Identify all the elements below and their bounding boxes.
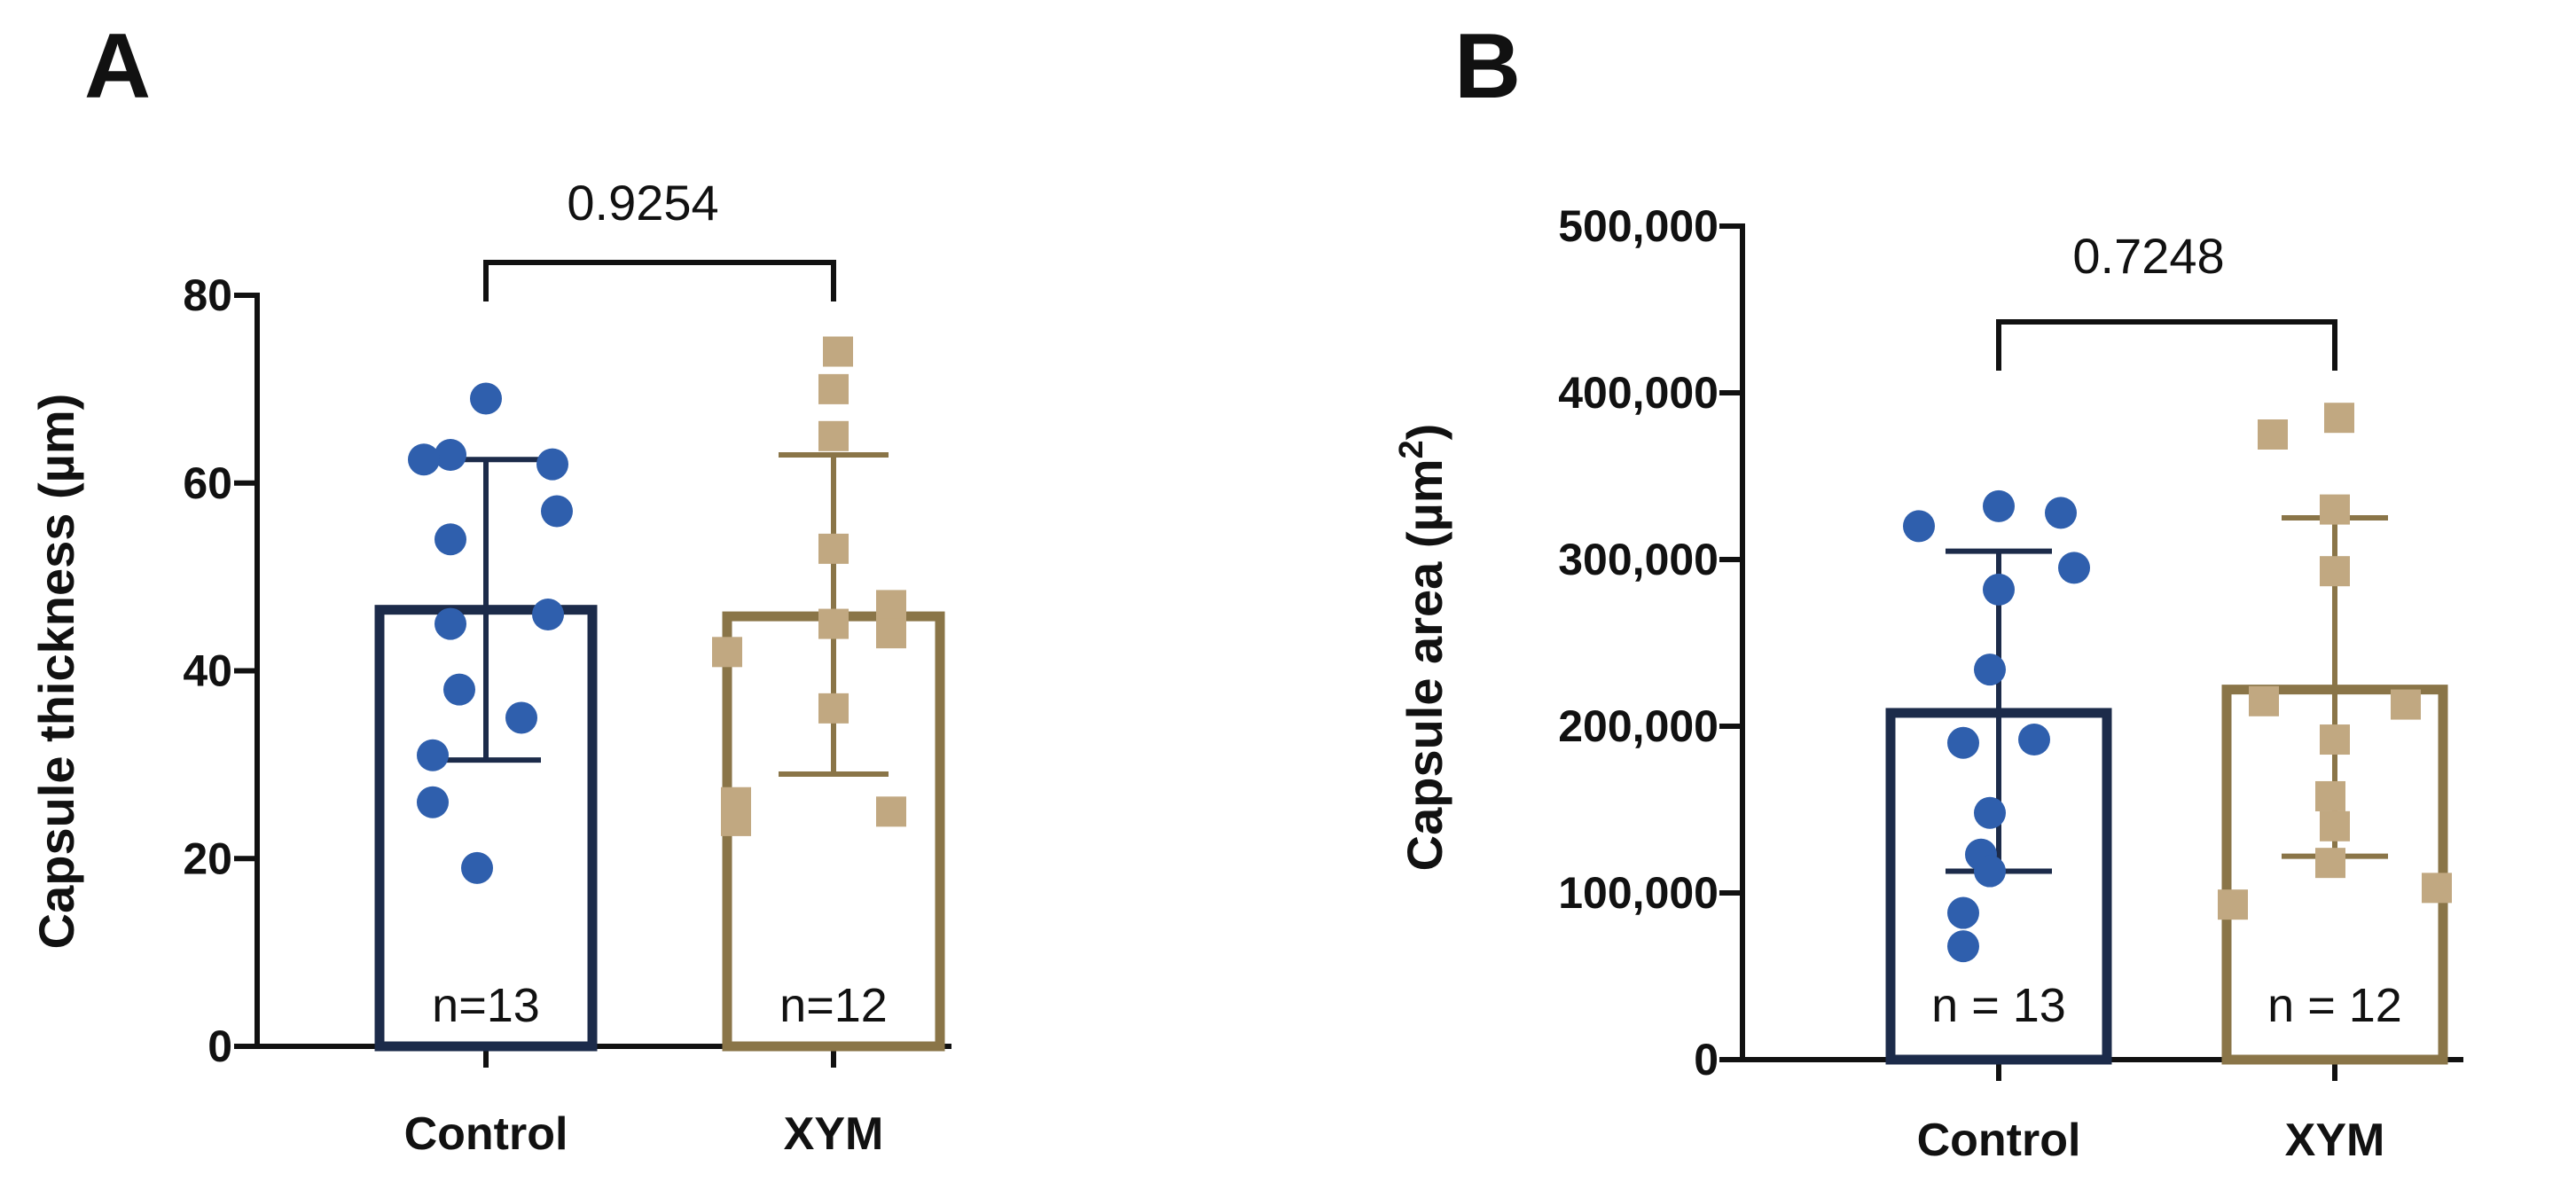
data-point-control-b bbox=[1974, 855, 2006, 888]
data-point-control-a bbox=[461, 851, 493, 884]
data-point-xym-b bbox=[2391, 689, 2421, 720]
data-point-control-a bbox=[443, 673, 475, 706]
data-point-control-b bbox=[1947, 930, 1979, 963]
data-point-control-a bbox=[505, 701, 537, 734]
data-point-xym-b bbox=[2258, 419, 2288, 450]
data-point-xym-b bbox=[2315, 780, 2345, 811]
x-category-label-xym-b: XYM bbox=[2285, 1115, 2385, 1166]
data-point-xym-a bbox=[721, 805, 751, 836]
comparison-p-value-a: 0.9254 bbox=[567, 175, 718, 231]
data-point-xym-b bbox=[2320, 494, 2350, 525]
data-point-xym-a bbox=[818, 533, 849, 564]
data-point-xym-a bbox=[712, 637, 742, 668]
y-axis-title-b-close: ) bbox=[1397, 424, 1452, 441]
data-point-xym-a bbox=[823, 336, 853, 367]
series-control-b bbox=[1885, 489, 2112, 1065]
y-tick-label-a: 60 bbox=[183, 458, 232, 508]
data-point-control-b bbox=[1947, 896, 1979, 929]
data-point-control-a bbox=[532, 598, 564, 630]
data-point-xym-b bbox=[2315, 848, 2345, 879]
y-tick-label-a: 0 bbox=[207, 1022, 232, 1071]
data-point-xym-a bbox=[818, 420, 849, 451]
data-point-control-a bbox=[435, 438, 466, 471]
data-point-xym-a bbox=[876, 590, 906, 621]
x-category-label-control-b: Control bbox=[1917, 1115, 2081, 1166]
data-point-control-a bbox=[417, 739, 449, 771]
n-label-xym-a: n=12 bbox=[779, 979, 888, 1032]
panel-label-b: B bbox=[1454, 15, 1521, 118]
n-label-control-a: n=13 bbox=[432, 979, 540, 1032]
comparison-bracket-a bbox=[483, 260, 836, 301]
data-point-control-a bbox=[435, 523, 466, 556]
data-point-control-a bbox=[470, 382, 502, 415]
n-label-control-b: n = 13 bbox=[1931, 979, 2066, 1032]
series-control-a bbox=[374, 382, 598, 1052]
y-tick-label-b: 300,000 bbox=[1558, 535, 1719, 584]
data-point-xym-a bbox=[818, 373, 849, 404]
y-tick-label-b: 0 bbox=[1694, 1035, 1719, 1084]
data-point-xym-b bbox=[2320, 810, 2350, 841]
data-point-control-a bbox=[435, 607, 466, 640]
data-point-xym-b bbox=[2320, 724, 2350, 755]
data-point-xym-b bbox=[2320, 556, 2350, 587]
panel-b: B Capsule area (µm2) Control XYM 0 100,00… bbox=[1393, 15, 2463, 1166]
data-point-control-b bbox=[1947, 726, 1979, 759]
data-point-control-a bbox=[417, 786, 449, 818]
n-label-xym-b: n = 12 bbox=[2267, 979, 2402, 1032]
comparison-bracket-b bbox=[1996, 319, 2337, 371]
y-tick-label-a: 40 bbox=[183, 646, 232, 696]
y-tick-label-b: 200,000 bbox=[1558, 701, 1719, 751]
y-axis-title-b-superscript: 2 bbox=[1393, 440, 1430, 458]
data-point-xym-b bbox=[2324, 403, 2354, 434]
data-point-control-a bbox=[541, 495, 573, 528]
data-point-control-b bbox=[1974, 796, 2006, 829]
data-point-xym-b bbox=[2218, 889, 2248, 920]
comparison-p-value-b: 0.7248 bbox=[2072, 228, 2224, 284]
panel-a: A Capsule thickness (µm) Control XYM 0 20… bbox=[28, 15, 951, 1160]
y-tick-label-a: 20 bbox=[183, 834, 232, 883]
data-point-control-b bbox=[1983, 489, 2015, 522]
series-xym-b bbox=[2218, 403, 2452, 1065]
data-point-xym-a bbox=[818, 608, 849, 639]
data-point-control-a bbox=[536, 448, 568, 481]
x-category-label-control-a: Control bbox=[404, 1108, 568, 1160]
data-point-xym-a bbox=[876, 796, 906, 827]
data-point-xym-b bbox=[2249, 685, 2279, 716]
x-category-label-xym-a: XYM bbox=[784, 1108, 884, 1160]
y-tick-label-b: 400,000 bbox=[1558, 368, 1719, 418]
data-point-control-b bbox=[2058, 552, 2090, 584]
data-point-xym-a bbox=[818, 693, 849, 724]
data-point-control-b bbox=[2045, 497, 2077, 529]
data-point-control-b bbox=[2018, 724, 2050, 756]
data-point-control-a bbox=[408, 443, 440, 476]
y-axis-title-a: Capsule thickness (µm) bbox=[28, 394, 84, 950]
data-point-control-b bbox=[1974, 654, 2006, 686]
y-axis-title-b-main: Capsule area (µm bbox=[1397, 458, 1452, 871]
y-tick-label-a: 80 bbox=[183, 270, 232, 320]
panel-label-a: A bbox=[84, 15, 151, 118]
y-tick-label-b: 500,000 bbox=[1558, 201, 1719, 251]
y-tick-label-b: 100,000 bbox=[1558, 868, 1719, 918]
series-xym-a bbox=[712, 336, 945, 1052]
data-point-control-b bbox=[1983, 573, 2015, 606]
data-point-control-b bbox=[1903, 510, 1935, 543]
data-point-xym-b bbox=[2422, 873, 2452, 904]
data-point-xym-a bbox=[876, 618, 906, 649]
y-axis-title-b: Capsule area (µm2) bbox=[1393, 424, 1452, 872]
